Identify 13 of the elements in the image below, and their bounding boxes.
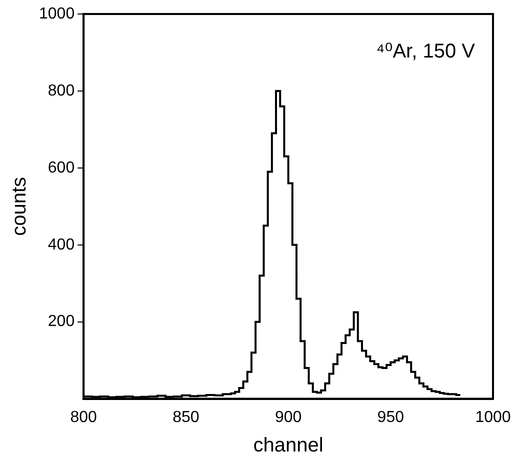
annotation: ⁴⁰Ar, 150 V: [376, 40, 476, 63]
y-tick-label: 400: [48, 236, 75, 254]
x-tick-label: 950: [377, 408, 404, 426]
y-tick-label: 600: [48, 159, 75, 176]
y-axis-title: counts: [8, 176, 31, 236]
x-tick-label: 850: [172, 408, 200, 426]
y-tick-label: 200: [48, 313, 75, 330]
y-tick-label: 800: [48, 82, 75, 100]
y-tick-label: 1000: [39, 5, 75, 22]
x-tick-label: 1000: [475, 408, 511, 426]
x-tick-label: 900: [274, 408, 302, 426]
x-axis-title: channel: [253, 434, 324, 457]
x-tick-label: 800: [70, 408, 98, 426]
